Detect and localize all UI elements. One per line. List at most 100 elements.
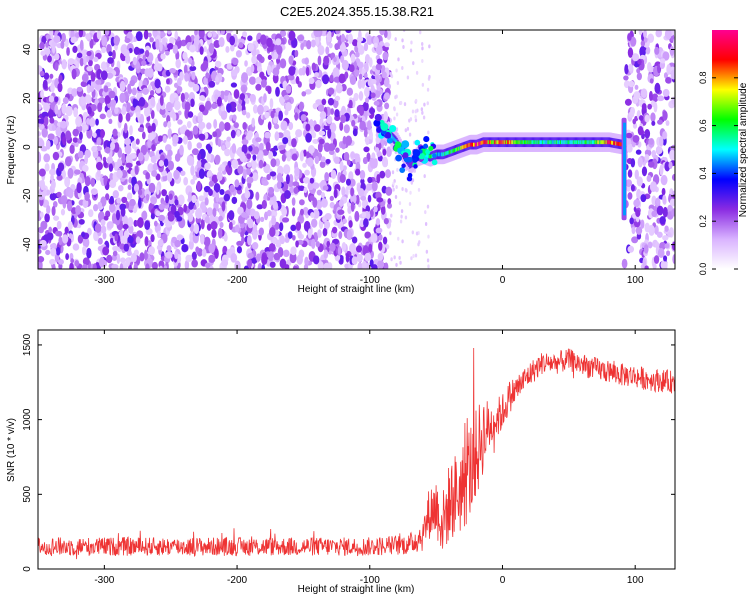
- spectrogram-noise-cell: [357, 188, 365, 197]
- spectrogram-noise-cell: [174, 211, 180, 219]
- spectrogram-noise-cell: [267, 121, 272, 131]
- spectrogram-noise-cell: [425, 249, 429, 254]
- spectrogram-noise-cell: [351, 256, 358, 265]
- spectrogram-noise-cell: [395, 185, 398, 190]
- spectrogram-noise-cell: [51, 264, 56, 269]
- spectrogram-noise-cell: [355, 155, 361, 165]
- spectrogram-noise-cell: [135, 138, 140, 145]
- spectrogram-noise-cell: [669, 198, 675, 207]
- spectrogram-noise-cell: [303, 263, 309, 269]
- spectrogram-y-tick-label: -20: [22, 188, 33, 203]
- spectrogram-noise-cell: [361, 260, 367, 269]
- spectrogram-noise-cell: [212, 207, 217, 218]
- spectrogram-noise-cell: [264, 131, 271, 139]
- spectrogram-noise-cell: [656, 231, 663, 238]
- spectrogram-noise-cell: [52, 201, 58, 208]
- spectrogram-noise-cell: [396, 81, 400, 86]
- spectrogram-noise-cell: [121, 152, 126, 164]
- spectrogram-noise-cell: [335, 83, 343, 94]
- signal-core-cell: [491, 140, 494, 145]
- signal-core-cell: [582, 140, 585, 145]
- spectrogram-noise-cell: [647, 61, 652, 72]
- spectrogram-noise-cell: [373, 100, 380, 106]
- signal-core-cell: [549, 140, 552, 145]
- signal-core-cell: [462, 145, 465, 150]
- spectrogram-noise-cell: [151, 144, 156, 152]
- spectrogram-noise-cell: [203, 46, 208, 53]
- signal-core-cell: [492, 140, 495, 145]
- spectrogram-noise-cell: [152, 162, 159, 171]
- spectrogram-noise-cell: [200, 218, 205, 230]
- spectrogram-noise-cell: [59, 120, 68, 129]
- signal-core-cell: [465, 144, 468, 148]
- spectrogram-noise-cell: [662, 206, 668, 218]
- spectrogram-noise-cell: [269, 227, 276, 237]
- spectrogram-noise-cell: [269, 171, 277, 177]
- signal-core-cell: [376, 125, 379, 130]
- spectrogram-noise-cell: [118, 113, 123, 123]
- spectrogram-noise-cell: [88, 85, 95, 93]
- signal-core-cell: [546, 140, 549, 145]
- spectrogram-noise-cell: [428, 74, 431, 79]
- spectrogram-noise-cell: [627, 192, 633, 200]
- spectrogram-noise-cell: [298, 185, 305, 192]
- spectrogram-noise-cell: [187, 191, 192, 203]
- spectrogram-noise-cell: [361, 211, 367, 218]
- spectrogram-noise-cell: [190, 178, 196, 185]
- spectrogram-noise-cell: [424, 221, 428, 226]
- signal-core-cell: [487, 140, 490, 145]
- spectrogram-noise-cell: [245, 98, 250, 104]
- spectrogram-noise-cell: [286, 150, 291, 158]
- spectrogram-noise-cell: [57, 82, 63, 93]
- spectrogram-noise-cell: [180, 170, 186, 176]
- spectrogram-noise-cell: [241, 212, 248, 218]
- spectrogram-noise-cell: [272, 116, 278, 124]
- spectrogram-noise-cell: [95, 161, 103, 171]
- spectrogram-noise-cell: [251, 55, 257, 64]
- spectrogram-noise-cell: [125, 102, 131, 113]
- spectrogram-noise-cell: [230, 253, 238, 263]
- spectrogram-noise-cell: [100, 70, 108, 81]
- spectrogram-noise-cell: [375, 63, 383, 71]
- spectrogram-noise-cell: [188, 201, 194, 210]
- spectrogram-noise-cell: [346, 159, 351, 166]
- spectrogram-noise-cell: [231, 57, 239, 66]
- spectrogram-noise-cell: [665, 76, 672, 84]
- spectrogram-noise-cell: [648, 138, 654, 145]
- spectrogram-noise-cell: [217, 138, 222, 147]
- signal-core-cell: [567, 140, 570, 145]
- spectrogram-noise-cell: [151, 122, 156, 133]
- spectrogram-noise-cell: [233, 122, 239, 129]
- signal-core-cell: [517, 140, 520, 145]
- spectrogram-noise-cell: [125, 162, 133, 168]
- spectrogram-noise-cell: [310, 211, 315, 218]
- signal-core-cell: [510, 140, 513, 145]
- signal-core-cell: [518, 140, 521, 145]
- spectrogram-noise-cell: [150, 96, 155, 107]
- spectrogram-noise-cell: [150, 213, 155, 220]
- snr-x-tick-label: -200: [227, 575, 247, 586]
- signal-core-cell: [586, 140, 589, 145]
- spectrogram-noise-cell: [126, 192, 133, 200]
- signal-core-cell: [394, 138, 397, 143]
- spectrogram-noise-cell: [276, 45, 283, 55]
- spectrogram-noise-cell: [634, 84, 639, 90]
- spectrogram-noise-cell: [342, 218, 347, 224]
- spectrogram-noise-cell: [305, 123, 311, 132]
- spectrogram-noise-cell: [49, 243, 57, 249]
- signal-core-cell: [526, 140, 529, 145]
- spectrogram-noise-cell: [196, 180, 202, 191]
- spectrogram-noise-cell: [244, 60, 248, 67]
- spectrogram-noise-cell: [348, 243, 357, 255]
- spectrogram-noise-cell: [269, 98, 274, 109]
- spectrogram-noise-cell: [198, 133, 206, 140]
- signal-core-cell: [478, 141, 481, 146]
- spectrogram-noise-cell: [78, 218, 85, 225]
- spectrogram-noise-cell: [84, 176, 91, 187]
- spectrogram-noise-cell: [55, 126, 62, 137]
- spectrogram-noise-cell: [256, 66, 263, 73]
- signal-core-cell: [496, 140, 499, 145]
- spectrogram-noise-cell: [145, 263, 150, 269]
- signal-core-cell: [575, 140, 578, 145]
